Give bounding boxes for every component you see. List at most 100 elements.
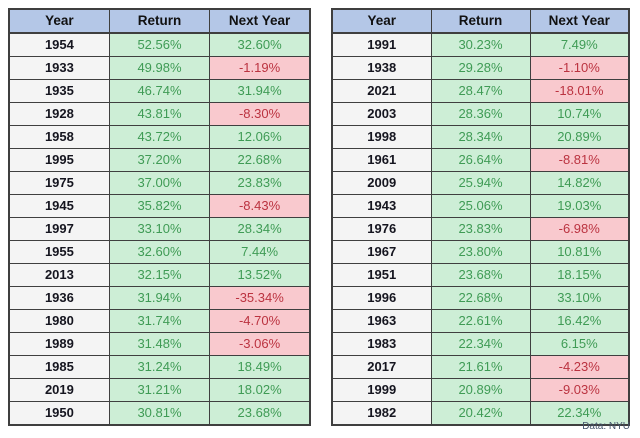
year-cell: 1954 bbox=[8, 32, 110, 57]
returns-table-right: Year Return Next Year 1991 30.23% 7.49% 1938 29… bbox=[331, 8, 630, 426]
table-row: 1954 52.56% 32.60% bbox=[8, 32, 311, 57]
year-cell: 2017 bbox=[331, 355, 432, 379]
table-row: 2009 25.94% 14.82% bbox=[331, 171, 630, 195]
return-cell: 30.81% bbox=[108, 401, 211, 426]
next-year-cell: -35.34% bbox=[209, 286, 311, 310]
year-cell: 1997 bbox=[8, 217, 110, 241]
table-row: 1999 20.89% -9.03% bbox=[331, 378, 630, 402]
table-row: 1985 31.24% 18.49% bbox=[8, 355, 311, 379]
next-year-cell: -4.23% bbox=[529, 355, 630, 379]
return-cell: 31.74% bbox=[108, 309, 211, 333]
table-row: 1936 31.94% -35.34% bbox=[8, 286, 311, 310]
year-cell: 1943 bbox=[331, 194, 432, 218]
next-year-cell: -1.10% bbox=[529, 56, 630, 80]
table-row: 1967 23.80% 10.81% bbox=[331, 240, 630, 264]
next-year-cell: -4.70% bbox=[209, 309, 311, 333]
table-row: 2019 31.21% 18.02% bbox=[8, 378, 311, 402]
next-year-cell: 12.06% bbox=[209, 125, 311, 149]
column-header-next-year: Next Year bbox=[529, 8, 630, 34]
year-cell: 1999 bbox=[331, 378, 432, 402]
year-cell: 1958 bbox=[8, 125, 110, 149]
return-cell: 31.48% bbox=[108, 332, 211, 356]
next-year-cell: 31.94% bbox=[209, 79, 311, 103]
return-cell: 37.00% bbox=[108, 171, 211, 195]
next-year-cell: 20.89% bbox=[529, 125, 630, 149]
next-year-cell: 23.68% bbox=[209, 401, 311, 426]
return-cell: 31.94% bbox=[108, 286, 211, 310]
table-row: 1935 46.74% 31.94% bbox=[8, 79, 311, 103]
year-cell: 1955 bbox=[8, 240, 110, 264]
return-cell: 52.56% bbox=[108, 32, 211, 57]
return-cell: 28.47% bbox=[430, 79, 531, 103]
next-year-cell: -3.06% bbox=[209, 332, 311, 356]
header-row: Year Return Next Year bbox=[8, 8, 311, 34]
next-year-cell: 22.34% bbox=[529, 401, 630, 426]
year-cell: 1995 bbox=[8, 148, 110, 172]
table-row: 1938 29.28% -1.10% bbox=[331, 56, 630, 80]
table-row: 1955 32.60% 7.44% bbox=[8, 240, 311, 264]
year-cell: 2019 bbox=[8, 378, 110, 402]
return-cell: 21.61% bbox=[430, 355, 531, 379]
column-header-year: Year bbox=[8, 8, 110, 34]
return-cell: 20.89% bbox=[430, 378, 531, 402]
next-year-cell: 10.81% bbox=[529, 240, 630, 264]
return-cell: 35.82% bbox=[108, 194, 211, 218]
next-year-cell: 14.82% bbox=[529, 171, 630, 195]
next-year-cell: 28.34% bbox=[209, 217, 311, 241]
column-header-return: Return bbox=[430, 8, 531, 34]
column-header-next-year: Next Year bbox=[209, 8, 311, 34]
return-cell: 29.28% bbox=[430, 56, 531, 80]
return-cell: 43.72% bbox=[108, 125, 211, 149]
next-year-cell: 23.83% bbox=[209, 171, 311, 195]
year-cell: 1975 bbox=[8, 171, 110, 195]
year-cell: 1936 bbox=[8, 286, 110, 310]
table-row: 1951 23.68% 18.15% bbox=[331, 263, 630, 287]
year-cell: 1983 bbox=[331, 332, 432, 356]
next-year-cell: 6.15% bbox=[529, 332, 630, 356]
year-cell: 2013 bbox=[8, 263, 110, 287]
source-note: Data: NYU bbox=[582, 421, 630, 432]
column-header-return: Return bbox=[108, 8, 211, 34]
table-row: 1995 37.20% 22.68% bbox=[8, 148, 311, 172]
return-cell: 25.06% bbox=[430, 194, 531, 218]
table-row: 1991 30.23% 7.49% bbox=[331, 32, 630, 57]
return-cell: 23.68% bbox=[430, 263, 531, 287]
next-year-cell: 16.42% bbox=[529, 309, 630, 333]
return-cell: 31.24% bbox=[108, 355, 211, 379]
next-year-cell: -6.98% bbox=[529, 217, 630, 241]
table-row: 1998 28.34% 20.89% bbox=[331, 125, 630, 149]
year-cell: 1938 bbox=[331, 56, 432, 80]
return-cell: 43.81% bbox=[108, 102, 211, 126]
table-row: 1980 31.74% -4.70% bbox=[8, 309, 311, 333]
return-cell: 26.64% bbox=[430, 148, 531, 172]
return-cell: 28.34% bbox=[430, 125, 531, 149]
return-cell: 49.98% bbox=[108, 56, 211, 80]
table-row: 1989 31.48% -3.06% bbox=[8, 332, 311, 356]
tables-container: Year Return Next Year 1954 52.56% 32.60% 1933 4… bbox=[8, 8, 630, 426]
return-cell: 32.60% bbox=[108, 240, 211, 264]
year-cell: 1982 bbox=[331, 401, 432, 426]
next-year-cell: 7.49% bbox=[529, 32, 630, 57]
return-cell: 20.42% bbox=[430, 401, 531, 426]
return-cell: 22.34% bbox=[430, 332, 531, 356]
return-cell: 23.83% bbox=[430, 217, 531, 241]
table-row: 1976 23.83% -6.98% bbox=[331, 217, 630, 241]
column-header-year: Year bbox=[331, 8, 432, 34]
year-cell: 1996 bbox=[331, 286, 432, 310]
table-row: 1928 43.81% -8.30% bbox=[8, 102, 311, 126]
next-year-cell: -8.81% bbox=[529, 148, 630, 172]
return-cell: 32.15% bbox=[108, 263, 211, 287]
return-cell: 31.21% bbox=[108, 378, 211, 402]
return-cell: 25.94% bbox=[430, 171, 531, 195]
next-year-cell: -8.30% bbox=[209, 102, 311, 126]
table-row: 1982 20.42% 22.34% bbox=[331, 401, 630, 426]
return-cell: 23.80% bbox=[430, 240, 531, 264]
return-cell: 33.10% bbox=[108, 217, 211, 241]
table-row: 1961 26.64% -8.81% bbox=[331, 148, 630, 172]
year-cell: 1951 bbox=[331, 263, 432, 287]
next-year-cell: 18.15% bbox=[529, 263, 630, 287]
year-cell: 1963 bbox=[331, 309, 432, 333]
year-cell: 1928 bbox=[8, 102, 110, 126]
next-year-cell: 18.49% bbox=[209, 355, 311, 379]
